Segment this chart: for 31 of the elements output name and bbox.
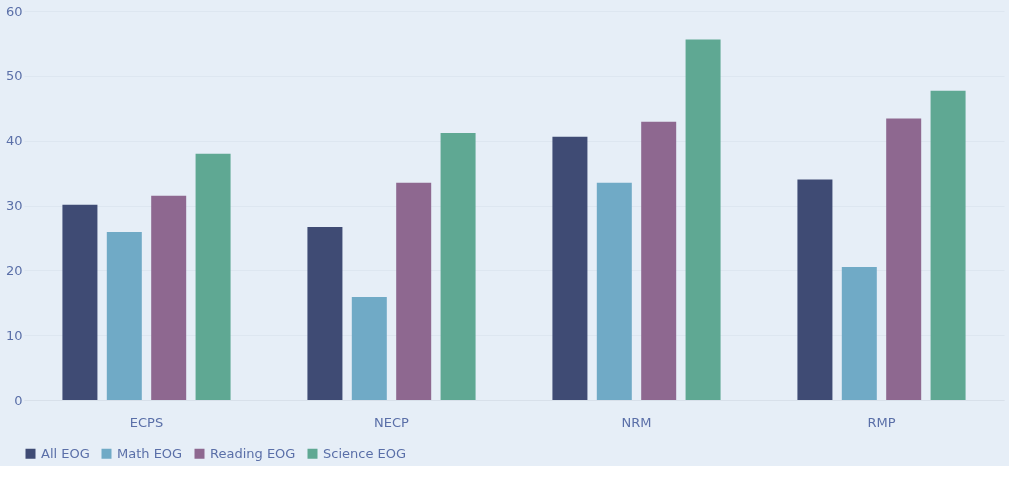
bar	[841, 267, 877, 400]
bar	[195, 153, 231, 400]
bar	[685, 39, 721, 400]
bar	[440, 132, 476, 400]
y-tick-label: 40	[5, 133, 23, 149]
bar	[596, 182, 632, 400]
y-tick-label: 60	[5, 3, 23, 19]
legend-label: Science EOG	[323, 445, 407, 461]
bar	[106, 232, 142, 400]
bar	[930, 90, 966, 400]
x-tick-label: RMP	[867, 414, 896, 430]
bar	[351, 296, 387, 400]
legend-label: All EOG	[41, 445, 90, 461]
legend-label: Reading EOG	[210, 445, 296, 461]
y-tick-label: 0	[14, 392, 23, 408]
bar	[151, 195, 187, 400]
bar	[396, 182, 432, 400]
y-tick-label: 50	[5, 68, 23, 84]
bar	[797, 179, 833, 400]
y-tick-label: 30	[5, 198, 23, 213]
bar	[641, 121, 677, 400]
bar	[307, 226, 343, 400]
bar	[886, 118, 922, 400]
y-tick-label: 20	[5, 262, 23, 278]
x-tick-label: NRM	[621, 414, 652, 430]
x-tick-label: NECP	[374, 414, 410, 430]
x-tick-label: ECPS	[129, 414, 164, 430]
legend-label: Math EOG	[117, 445, 183, 461]
bar	[552, 136, 588, 400]
bar	[62, 204, 98, 400]
y-tick-label: 10	[5, 327, 23, 343]
